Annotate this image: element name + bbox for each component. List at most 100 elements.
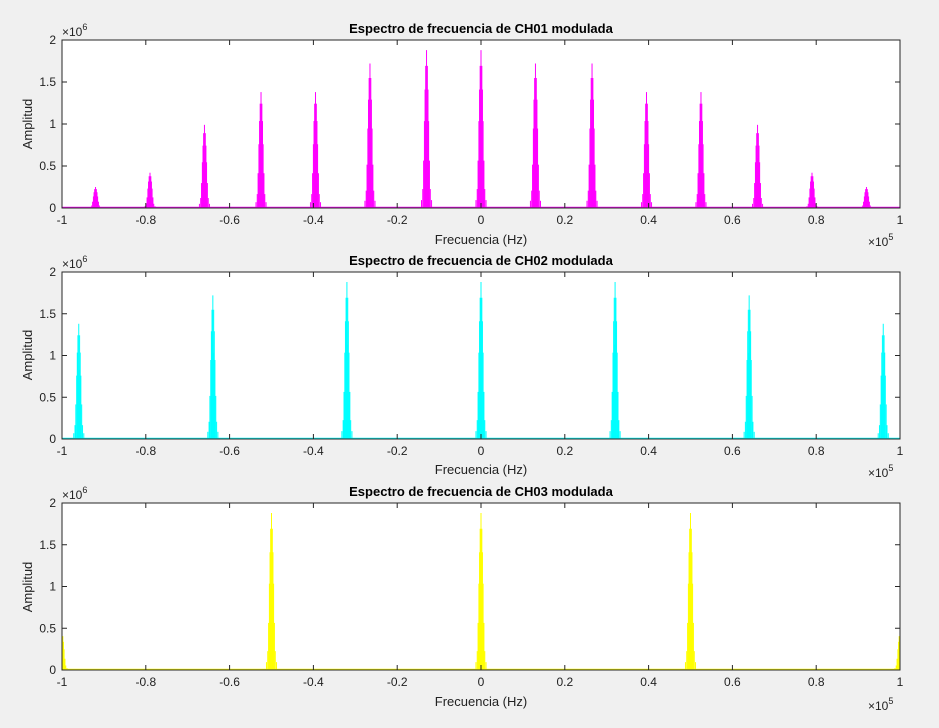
x-tick-label: -1: [57, 213, 68, 227]
y-tick-label: 0.5: [39, 390, 56, 404]
y-tick-label: 1.5: [39, 307, 56, 321]
x-tick-label: 0.2: [556, 444, 573, 458]
subplot-ch01: Espectro de frecuencia de CH01 modulada …: [20, 21, 904, 249]
y-tick-label: 2: [49, 496, 56, 510]
spectral-peak: [364, 63, 376, 208]
x-axis-label: Frecuencia (Hz): [435, 694, 527, 709]
spectral-peak: [255, 92, 267, 208]
x-tick-label: 0.8: [808, 213, 825, 227]
y-axis-label: Amplitud: [20, 99, 35, 150]
x-tick-label: -0.4: [303, 675, 324, 689]
spectral-peak: [265, 513, 278, 670]
y-axis-label: Amplitud: [20, 330, 35, 381]
y-tick-label: 0.5: [39, 159, 56, 173]
x-tick-label: 0.4: [640, 213, 657, 227]
x-tick-label: -0.2: [387, 675, 408, 689]
x-tick-label: -0.6: [219, 213, 240, 227]
x-tick-label: 0.4: [640, 675, 657, 689]
x-tick-label: -1: [57, 675, 68, 689]
x-exponent-label: ×105: [868, 463, 893, 480]
x-multiplier: ×10: [868, 235, 889, 249]
y-exponent: 6: [82, 254, 87, 264]
ticks: -1 -0.8 -0.6 -0.4 -0.2 0 0.2 0.4 0.6 0.8 1 0 0.5 1 1.5…: [39, 496, 903, 689]
y-tick-label: 1.5: [39, 538, 56, 552]
y-tick-label: 0.5: [39, 621, 56, 635]
axes-box: [61, 271, 901, 440]
x-tick-label: 0.4: [640, 444, 657, 458]
spectral-peak: [752, 124, 764, 208]
x-tick-label: -0.8: [135, 675, 156, 689]
spectral-peak: [695, 92, 707, 208]
x-tick-label: -0.6: [219, 444, 240, 458]
y-exponent-label: ×106: [62, 485, 87, 502]
x-exponent: 5: [888, 232, 893, 242]
x-tick-label: -0.4: [303, 213, 324, 227]
spectral-peak: [144, 172, 156, 208]
spectral-peak: [198, 124, 210, 208]
subplot-ch02: Espectro de frecuencia de CH02 modulada …: [20, 253, 904, 480]
y-axis-label: Amplitud: [20, 562, 35, 613]
ticks: -1 -0.8 -0.6 -0.4 -0.2 0 0.2 0.4 0.6 0.8 1 0 0.5 1 1.5…: [39, 265, 903, 458]
spectral-peak: [73, 323, 85, 439]
y-tick-label: 0: [49, 663, 56, 677]
y-tick-label: 0: [49, 432, 56, 446]
x-tick-label: 0.2: [556, 675, 573, 689]
y-tick-label: 2: [49, 265, 56, 279]
x-tick-label: -0.2: [387, 444, 408, 458]
axes-box: [61, 39, 901, 209]
x-multiplier: ×10: [868, 466, 889, 480]
x-exponent: 5: [888, 696, 893, 706]
spectral-peak: [309, 92, 322, 208]
subplot-ch03: Espectro de frecuencia de CH03 modulada …: [20, 484, 904, 713]
spectral-peak: [586, 63, 598, 208]
x-tick-label: -0.8: [135, 444, 156, 458]
x-exponent: 5: [888, 463, 893, 473]
spectral-peak: [743, 295, 755, 439]
x-tick-label: 0.8: [808, 444, 825, 458]
spectral-peak: [207, 295, 219, 439]
x-axis-label: Frecuencia (Hz): [435, 462, 527, 477]
y-multiplier: ×10: [62, 257, 83, 271]
spectral-peak: [475, 513, 487, 670]
plot-area: [62, 50, 900, 209]
spectral-peak: [421, 50, 433, 208]
y-tick-label: 1.5: [39, 75, 56, 89]
y-multiplier: ×10: [62, 25, 83, 39]
y-exponent: 6: [82, 485, 87, 495]
x-tick-label: -0.8: [135, 213, 156, 227]
x-tick-label: -1: [57, 444, 68, 458]
x-tick-label: 1: [897, 444, 904, 458]
y-tick-label: 0: [49, 201, 56, 215]
axes-box: [61, 502, 901, 671]
y-tick-label: 1: [49, 117, 56, 131]
x-tick-label: 0.8: [808, 675, 825, 689]
y-exponent-label: ×106: [62, 22, 87, 39]
spectral-peak: [89, 187, 102, 208]
y-exponent-label: ×106: [62, 254, 87, 271]
x-tick-label: -0.4: [303, 444, 324, 458]
x-tick-label: 0: [478, 213, 485, 227]
x-exponent-label: ×105: [868, 696, 893, 713]
spectral-peak: [341, 282, 353, 439]
chart-title: Espectro de frecuencia de CH02 modulada: [349, 253, 613, 268]
x-tick-label: 1: [897, 675, 904, 689]
spectral-peak: [877, 323, 889, 439]
spectral-peak: [684, 513, 697, 670]
spectral-peak: [640, 92, 653, 208]
x-exponent-label: ×105: [868, 232, 893, 249]
spectral-peak: [475, 50, 487, 208]
y-tick-label: 1: [49, 349, 56, 363]
y-tick-label: 2: [49, 33, 56, 47]
spectral-peak: [860, 187, 873, 208]
spectral-peak: [475, 282, 487, 439]
x-tick-label: 0: [478, 444, 485, 458]
x-tick-label: 0.6: [724, 675, 741, 689]
y-exponent: 6: [82, 22, 87, 32]
chart-title: Espectro de frecuencia de CH01 modulada: [349, 21, 613, 36]
spectral-peak: [529, 63, 541, 208]
chart-title: Espectro de frecuencia de CH03 modulada: [349, 484, 613, 499]
x-tick-label: 0.6: [724, 444, 741, 458]
x-tick-label: -0.2: [387, 213, 408, 227]
x-multiplier: ×10: [868, 699, 889, 713]
